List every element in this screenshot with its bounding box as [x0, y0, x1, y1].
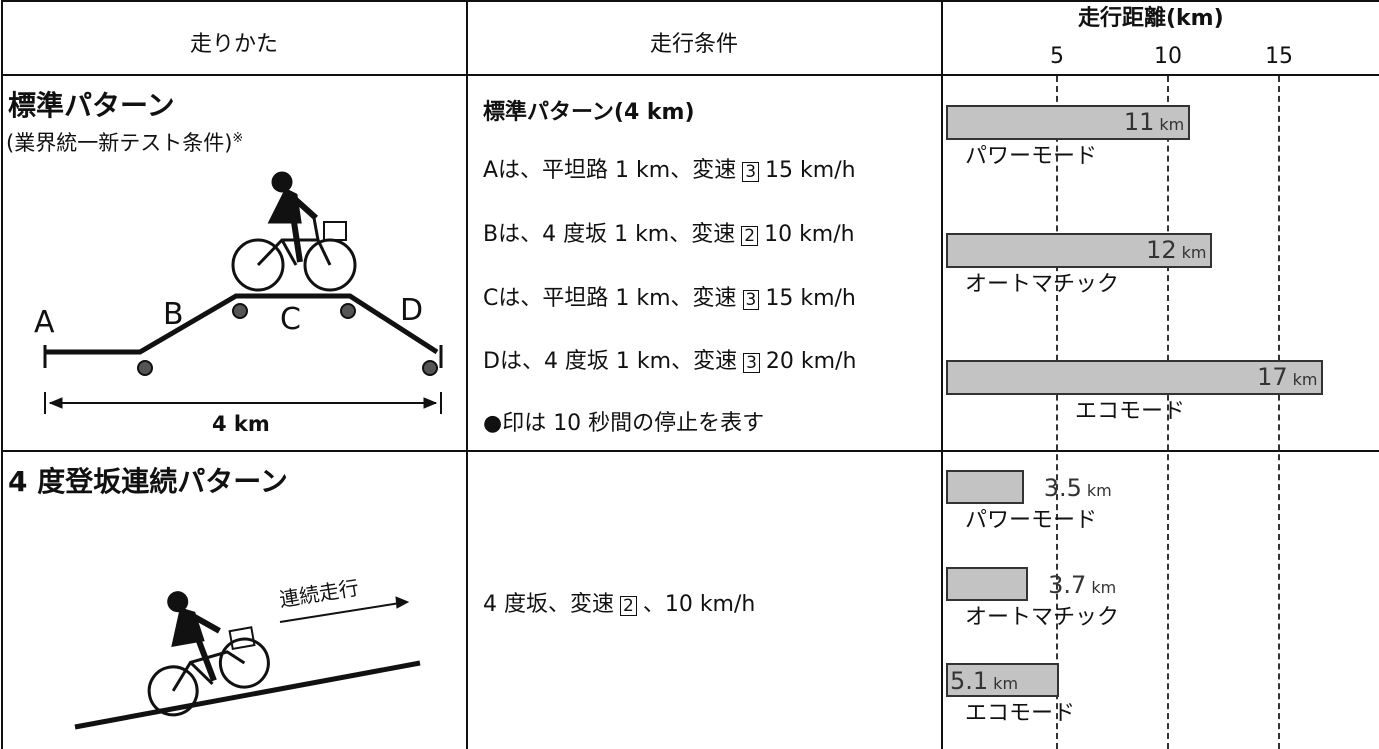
point-label: C	[280, 302, 301, 337]
bar-name: エコモード	[965, 701, 1076, 726]
gear-number: 2	[741, 226, 759, 246]
value-label: 3.5 km	[1044, 476, 1112, 500]
value: 5.1	[950, 667, 989, 695]
value-label: 5.1 km	[950, 669, 1018, 693]
condition: Aは、平坦路 1 km、変速 3 15 km/h	[483, 160, 856, 182]
value-label: 3.7 km	[1048, 573, 1116, 597]
note-mark: ※	[232, 131, 244, 146]
bar	[946, 567, 1029, 601]
bar-name: パワーモード	[965, 144, 1098, 169]
bar-name: エコモード	[1075, 399, 1186, 424]
value-label: 17 km	[1257, 365, 1317, 389]
value: 12	[1146, 236, 1177, 264]
bicycle-icon	[147, 591, 270, 717]
value: 17	[1257, 363, 1288, 391]
footnote: ●印は 10 秒間の停止を表す	[483, 411, 765, 436]
gear-number: 3	[743, 353, 760, 373]
slope-diagram	[74, 596, 421, 730]
unit: km	[1292, 370, 1318, 389]
grid-line	[1056, 76, 1059, 749]
column-header: 走行距離(km)	[1078, 6, 1224, 31]
condition: Cは、平坦路 1 km、変速 3 15 km/h	[483, 288, 856, 310]
bar	[946, 663, 1060, 697]
row-title: 標準パターン	[8, 89, 175, 122]
unit: km	[1181, 243, 1207, 262]
unit: km	[1091, 578, 1117, 597]
unit: km	[993, 674, 1019, 693]
condition: 4 度坂、変速 2 、10 km/h	[483, 594, 755, 616]
subtitle: (業界統一新テスト条件)	[6, 131, 233, 155]
point-label: B	[163, 297, 184, 332]
column-header: 走行条件	[650, 32, 739, 57]
value: 11	[1123, 108, 1155, 136]
bar	[946, 360, 1324, 395]
condition-title: 標準パターン(4 km)	[483, 100, 695, 125]
condition-text: 4 度坂、変速	[483, 592, 614, 617]
row-title: 4 度登坂連続パターン	[8, 465, 288, 498]
value: 3.5	[1043, 474, 1082, 502]
condition-text: 15 km/h	[765, 158, 856, 183]
point-label: A	[34, 305, 55, 340]
unit: km	[1159, 115, 1185, 134]
value: 3.7	[1048, 571, 1087, 599]
condition-text: Bは、4 度坂 1 km、変速	[483, 222, 736, 247]
row-subtitle: (業界統一新テスト条件)※	[6, 132, 243, 154]
bar	[946, 233, 1213, 268]
condition-text: 10 km/h	[764, 222, 855, 247]
bar-name: パワーモード	[965, 508, 1098, 533]
x-tick-label: 15	[1265, 44, 1294, 69]
condition-text: 、10 km/h	[642, 592, 756, 617]
condition-text: Aは、平坦路 1 km、変速	[483, 158, 737, 183]
condition: Dは、4 度坂 1 km、変速 3 20 km/h	[483, 351, 856, 373]
condition-text: Dは、4 度坂 1 km、変速	[483, 349, 738, 374]
grid-line	[1278, 76, 1281, 749]
bicycle-icon	[231, 171, 357, 292]
value-label: 12 km	[1146, 238, 1206, 262]
condition: Bは、4 度坂 1 km、変速 2 10 km/h	[483, 224, 855, 246]
x-tick-label: 5	[1050, 44, 1065, 69]
bar	[946, 470, 1024, 504]
x-tick-label: 10	[1154, 44, 1183, 69]
column-header: 走りかた	[190, 32, 279, 57]
bar-name: オートマチック	[965, 272, 1120, 297]
unit: km	[1086, 481, 1112, 500]
gear-number: 2	[620, 596, 637, 616]
condition-text: 20 km/h	[765, 349, 857, 374]
gear-number: 3	[742, 162, 760, 182]
bar	[946, 105, 1191, 140]
condition-text: Cは、平坦路 1 km、変速	[483, 286, 737, 311]
gear-number: 3	[742, 290, 760, 310]
condition-text: 15 km/h	[765, 286, 856, 311]
course-diagram	[43, 293, 443, 414]
length-label: 4 km	[212, 412, 270, 436]
grid-line	[1167, 76, 1170, 749]
point-label: D	[400, 293, 424, 328]
bar-name: オートマチック	[965, 605, 1120, 630]
value-label: 11 km	[1124, 110, 1184, 134]
